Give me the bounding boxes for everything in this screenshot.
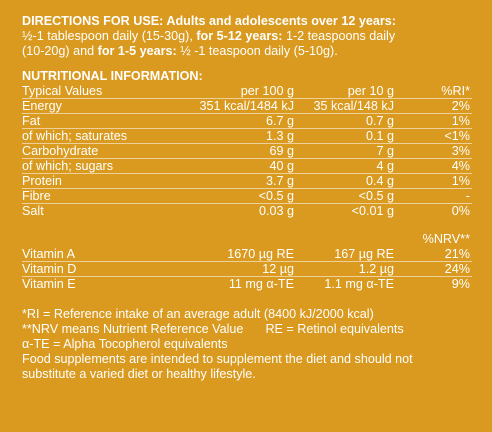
row-per100: 3.7 g xyxy=(265,174,294,188)
header-label: Typical Values xyxy=(22,84,103,98)
row-per100: 1670 µg RE xyxy=(227,247,294,261)
row-per10: 7 g xyxy=(376,144,394,158)
row-ri: <1% xyxy=(444,129,470,143)
dose-adults: ½-1 tablespoon daily (15-30g), xyxy=(22,29,193,43)
table-row: Energy 351 kcal/1484 kJ 35 kcal/148 kJ 2… xyxy=(22,99,492,114)
row-per10: 0.4 g xyxy=(365,174,394,188)
row-nrv: 21% xyxy=(444,247,470,261)
header-ri: %RI* xyxy=(441,84,470,98)
row-divider xyxy=(22,261,472,262)
age-5-12: for 5-12 years: xyxy=(196,29,283,43)
row-per10: 0.1 g xyxy=(365,129,394,143)
table-spacer xyxy=(22,219,492,232)
table-row: Vitamin D 12 µg 1.2 µg 24% xyxy=(22,262,492,277)
dose-5-12-grams: (10-20g) and xyxy=(22,44,95,58)
header-per10: per 10 g xyxy=(347,84,394,98)
row-per100: 40 g xyxy=(269,159,294,173)
row-label: Vitamin D xyxy=(22,262,77,276)
table-row: Vitamin A 1670 µg RE 167 µg RE 21% xyxy=(22,247,492,262)
ri-footnote: *RI = Reference intake of an average adu… xyxy=(22,307,374,321)
row-divider xyxy=(22,98,472,99)
row-divider xyxy=(22,173,472,174)
row-per100: 6.7 g xyxy=(265,114,294,128)
row-label: Energy xyxy=(22,99,62,113)
table-row: Fat 6.7 g 0.7 g 1% xyxy=(22,114,492,129)
row-label: Carbohydrate xyxy=(22,144,99,158)
row-ri: 3% xyxy=(451,144,470,158)
table-row: Fibre <0.5 g <0.5 g - xyxy=(22,189,492,204)
table-row: Protein 3.7 g 0.4 g 1% xyxy=(22,174,492,189)
row-per100: 0.03 g xyxy=(258,204,294,218)
row-label: of which; saturates xyxy=(22,129,127,143)
row-per100: 1.3 g xyxy=(265,129,294,143)
nrv-footnote-line: **NRV means Nutrient Reference Value RE =… xyxy=(22,322,492,337)
table-row: of which; sugars 40 g 4 g 4% xyxy=(22,159,492,174)
row-label: Protein xyxy=(22,174,62,188)
dose-1-5: ½ -1 teaspoon daily (5-10g). xyxy=(180,44,338,58)
row-per10: 167 µg RE xyxy=(334,247,394,261)
table-header-row: Typical Values per 100 g per 10 g %RI* xyxy=(22,84,492,99)
directions-line-3: (10-20g) and for 1-5 years: ½ -1 teaspoo… xyxy=(22,44,492,59)
row-divider xyxy=(22,143,472,144)
row-per10: 4 g xyxy=(376,159,394,173)
row-ri: 1% xyxy=(451,114,470,128)
row-per100: 11 mg α-TE xyxy=(228,277,294,291)
row-label: Vitamin E xyxy=(22,277,76,291)
row-per10: 1.1 mg α-TE xyxy=(324,277,394,291)
row-nrv: 9% xyxy=(451,277,470,291)
row-divider xyxy=(22,113,472,114)
table-row: of which; saturates 1.3 g 0.1 g <1% xyxy=(22,129,492,144)
row-ri: 4% xyxy=(451,159,470,173)
row-label: Vitamin A xyxy=(22,247,75,261)
row-ri: 2% xyxy=(451,99,470,113)
row-label: of which; sugars xyxy=(22,159,113,173)
row-per10: 1.2 µg xyxy=(358,262,394,276)
footnotes: *RI = Reference intake of an average adu… xyxy=(22,307,492,382)
nutrition-table: Typical Values per 100 g per 10 g %RI* E… xyxy=(22,84,492,292)
supplement-note-2: substitute a varied diet or healthy life… xyxy=(22,367,256,381)
nrv-header-row: %NRV** xyxy=(22,232,492,247)
row-per100: <0.5 g xyxy=(258,189,294,203)
table-row: Salt 0.03 g <0.01 g 0% xyxy=(22,204,492,219)
row-ri: 1% xyxy=(451,174,470,188)
row-nrv: 24% xyxy=(444,262,470,276)
table-row: Vitamin E 11 mg α-TE 1.1 mg α-TE 9% xyxy=(22,277,492,292)
re-footnote: RE = Retinol equivalents xyxy=(265,322,404,336)
te-footnote: α-TE = Alpha Tocopherol equivalents xyxy=(22,337,228,351)
row-label: Fibre xyxy=(22,189,51,203)
directions-section: DIRECTIONS FOR USE: Adults and adolescen… xyxy=(22,14,492,59)
row-divider xyxy=(22,188,472,189)
table-row: Carbohydrate 69 g 7 g 3% xyxy=(22,144,492,159)
nutrition-heading: NUTRITIONAL INFORMATION: xyxy=(22,69,203,83)
row-label: Fat xyxy=(22,114,41,128)
row-per10: <0.01 g xyxy=(351,204,394,218)
row-per100: 351 kcal/1484 kJ xyxy=(199,99,294,113)
row-per10: <0.5 g xyxy=(358,189,394,203)
header-per100: per 100 g xyxy=(240,84,294,98)
row-divider xyxy=(22,158,472,159)
row-divider xyxy=(22,276,472,277)
row-per10: 0.7 g xyxy=(365,114,394,128)
row-per10: 35 kcal/148 kJ xyxy=(313,99,394,113)
nrv-footnote: **NRV means Nutrient Reference Value xyxy=(22,322,244,336)
row-ri: - xyxy=(465,189,470,203)
dose-5-12: 1-2 teaspoons daily xyxy=(285,29,396,43)
age-1-5: for 1-5 years: xyxy=(97,44,177,58)
directions-line-2: ½-1 tablespoon daily (15-30g), for 5-12 … xyxy=(22,29,492,44)
row-per100: 69 g xyxy=(269,144,294,158)
row-per100: 12 µg xyxy=(262,262,294,276)
directions-heading: DIRECTIONS FOR USE: Adults and adolescen… xyxy=(22,14,396,28)
row-divider xyxy=(22,203,472,204)
nrv-header: %NRV** xyxy=(422,232,470,246)
supplement-note-1: Food supplements are intended to supplem… xyxy=(22,352,413,366)
row-label: Salt xyxy=(22,204,44,218)
row-divider xyxy=(22,128,472,129)
row-ri: 0% xyxy=(451,204,470,218)
